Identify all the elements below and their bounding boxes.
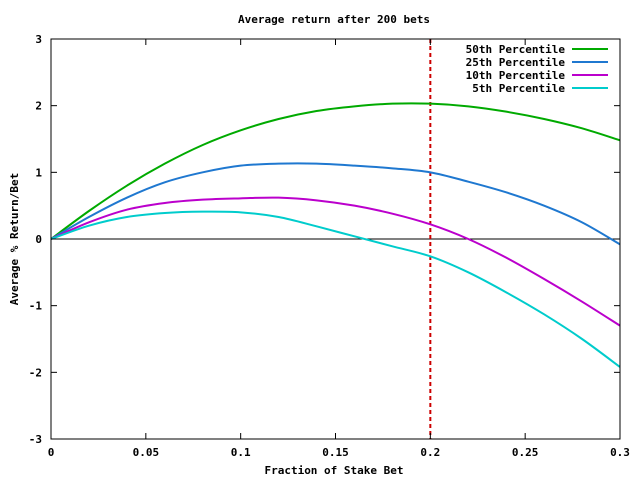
chart-title: Average return after 200 bets	[238, 13, 430, 26]
x-tick-label: 0.1	[231, 446, 251, 459]
y-tick-label: 1	[35, 166, 42, 179]
y-tick-label: -3	[29, 433, 42, 446]
y-tick-label: -2	[29, 366, 42, 379]
x-tick-label: 0	[48, 446, 55, 459]
x-tick-label: 0.25	[512, 446, 539, 459]
x-tick-label: 0.05	[133, 446, 160, 459]
y-tick-label: 2	[35, 100, 42, 113]
legend-label: 50th Percentile	[466, 43, 566, 56]
x-tick-label: 0.2	[420, 446, 440, 459]
legend-label: 10th Percentile	[466, 69, 566, 82]
y-axis-label: Average % Return/Bet	[8, 173, 21, 305]
x-axis-label: Fraction of Stake Bet	[264, 464, 403, 477]
y-tick-label: -1	[29, 300, 43, 313]
legend-label: 5th Percentile	[472, 82, 565, 95]
series-line-10th-percentile	[50, 196, 621, 327]
series-line-5th-percentile	[50, 210, 621, 368]
legend-label: 25th Percentile	[466, 56, 566, 69]
x-tick-label: 0.15	[322, 446, 349, 459]
y-tick-label: 0	[35, 233, 42, 246]
x-tick-label: 0.3	[610, 446, 630, 459]
series-line-25th-percentile	[50, 162, 621, 246]
y-tick-label: 3	[35, 33, 42, 46]
series-line-50th-percentile	[50, 102, 621, 240]
